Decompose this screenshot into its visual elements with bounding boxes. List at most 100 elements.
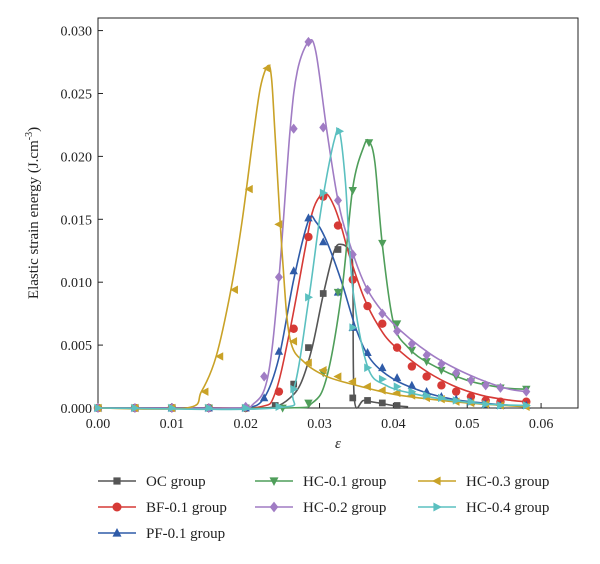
x-tick-label: 0.01 [160,417,185,432]
series-line [97,192,527,410]
data-point [378,319,387,328]
data-point [497,401,506,410]
data-point [94,403,103,413]
data-point [304,232,313,242]
data-point [168,403,177,413]
data-point [131,403,140,413]
data-point [333,372,342,381]
data-point [378,239,387,248]
data-point [304,36,313,47]
data-point [377,386,386,395]
data-point [481,380,490,391]
data-point [200,387,209,396]
legend-label: PF-0.1 group [146,526,225,542]
data-point [407,380,417,389]
data-point [522,386,531,397]
legend-item: HC-0.4 group [418,500,549,516]
series-pf-0-1-group [93,213,531,412]
x-tick-label: 0.03 [307,417,332,432]
data-point [467,397,476,406]
data-point [244,184,253,194]
data-point [333,221,343,230]
data-point [364,139,374,148]
data-point [408,387,417,396]
tick-labels: 0.00 0.01 0.02 0.03 0.04 0.05 0.06 0.000 0.005 0.… [61,25,554,432]
data-point [364,397,371,404]
data-point [364,363,373,372]
data-point [392,373,402,382]
legend-item: BF-0.1 group [98,500,227,516]
data-point [318,366,327,375]
data-point [274,346,284,355]
x-axis-title: ε [335,436,341,452]
x-tick-label: 0.06 [529,417,554,432]
data-point [392,320,402,329]
data-point [363,301,372,311]
y-axis-title-main: Elastic strain energy (J.cm [26,140,42,299]
data-point [466,375,475,386]
legend-marker [269,501,279,513]
data-point [407,362,417,371]
data-point [348,377,357,386]
legend-marker [433,502,442,512]
data-point [274,387,284,396]
y-tick-label: 0.015 [61,213,93,228]
data-point [289,123,298,134]
data-point [522,401,531,410]
data-point [289,324,298,333]
data-point [289,266,298,275]
legend-item: HC-0.2 group [255,500,386,516]
data-point [334,195,342,206]
y-axis-title-superscript: -3 [24,132,35,140]
data-point [319,188,328,198]
data-point [362,382,371,391]
series-line [97,38,527,410]
legend-item: HC-0.3 group [418,474,549,490]
x-tick-label: 0.00 [86,417,111,432]
y-axis-title-end: ) [26,127,42,132]
data-point [407,346,417,355]
legend-marker [432,476,441,486]
data-point [482,400,491,409]
data-point [304,399,313,408]
legend-label: BF-0.1 group [146,500,227,516]
data-point [349,394,357,402]
series-line [98,214,527,410]
legend-marker [113,477,121,485]
legend-item: PF-0.1 group [98,526,225,542]
data-point [305,344,312,351]
data-point [437,381,446,390]
data-point [407,338,416,349]
data-point [392,343,402,352]
series-line [97,127,527,411]
data-point [262,64,271,73]
legend-marker [112,528,122,537]
y-tick-label: 0.010 [61,276,93,291]
y-tick-label: 0.000 [61,402,93,417]
data-point [363,348,372,357]
y-tick-label: 0.005 [61,339,93,354]
data-point [348,275,357,284]
data-point [451,387,461,396]
y-axis-title: Elastic strain energy (J.cm-3) [24,127,42,299]
data-point [290,384,299,394]
legend-marker [112,502,122,512]
data-point [393,382,402,391]
x-tick-label: 0.04 [381,417,406,432]
data-point [205,403,214,413]
data-point [438,393,447,403]
data-point [303,358,312,367]
legend-item: OC group [98,474,206,490]
data-point [304,213,313,222]
data-point [422,372,431,381]
data-point [393,402,401,409]
legend-label: HC-0.4 group [466,500,549,516]
data-point [229,285,238,294]
data-point [305,293,314,302]
data-point [275,402,284,411]
data-point [349,323,358,332]
data-point [422,358,431,367]
data-point [363,284,372,295]
data-point [260,371,269,382]
